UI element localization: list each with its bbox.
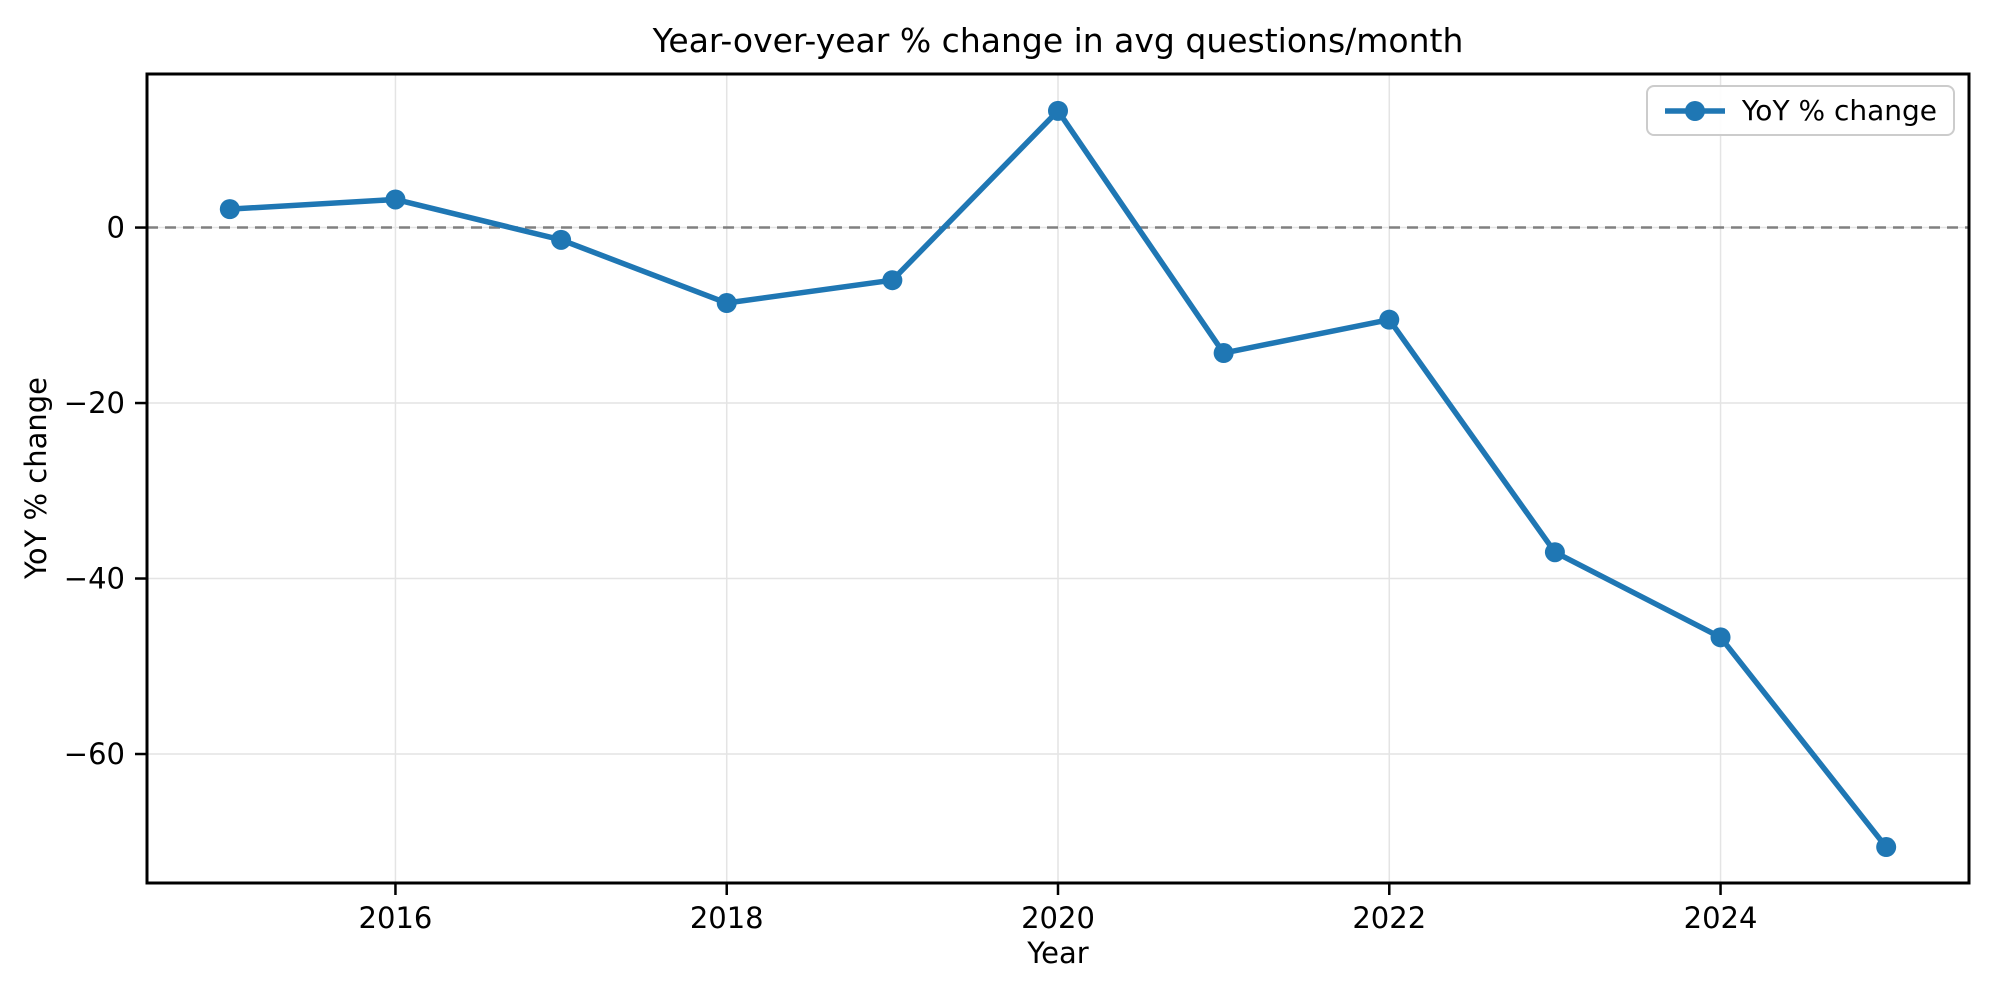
x-tick-label: 2024 (1684, 901, 1758, 935)
legend-line-marker-icon (1664, 100, 1725, 121)
y-axis-label: YoY % change (19, 376, 53, 580)
y-tick-label: −40 (64, 562, 125, 596)
x-tick-label: 2016 (359, 901, 433, 935)
legend: YoY % change (1645, 85, 1955, 136)
y-tick-label: −20 (64, 386, 125, 420)
data-point-marker (385, 189, 406, 210)
data-point-marker (219, 199, 240, 220)
legend-label: YoY % change (1741, 94, 1937, 127)
data-point-marker (551, 229, 572, 250)
x-tick-label: 2022 (1352, 901, 1426, 935)
data-point-marker (1710, 627, 1731, 648)
y-tick-label: 0 (107, 211, 125, 245)
data-point-marker (1544, 542, 1565, 563)
data-point-marker (1379, 309, 1400, 330)
data-point-marker (882, 270, 903, 291)
x-tick-label: 2020 (1021, 901, 1095, 935)
y-tick-label: −60 (64, 737, 125, 771)
data-point-marker (716, 293, 737, 314)
x-tick-label: 2018 (690, 901, 764, 935)
data-point-marker (1213, 343, 1234, 364)
data-point-marker (1876, 837, 1897, 858)
data-point-marker (1048, 100, 1068, 121)
x-axis-label: Year (1027, 936, 1089, 970)
chart-title: Year-over-year % change in avg questions… (652, 21, 1464, 60)
